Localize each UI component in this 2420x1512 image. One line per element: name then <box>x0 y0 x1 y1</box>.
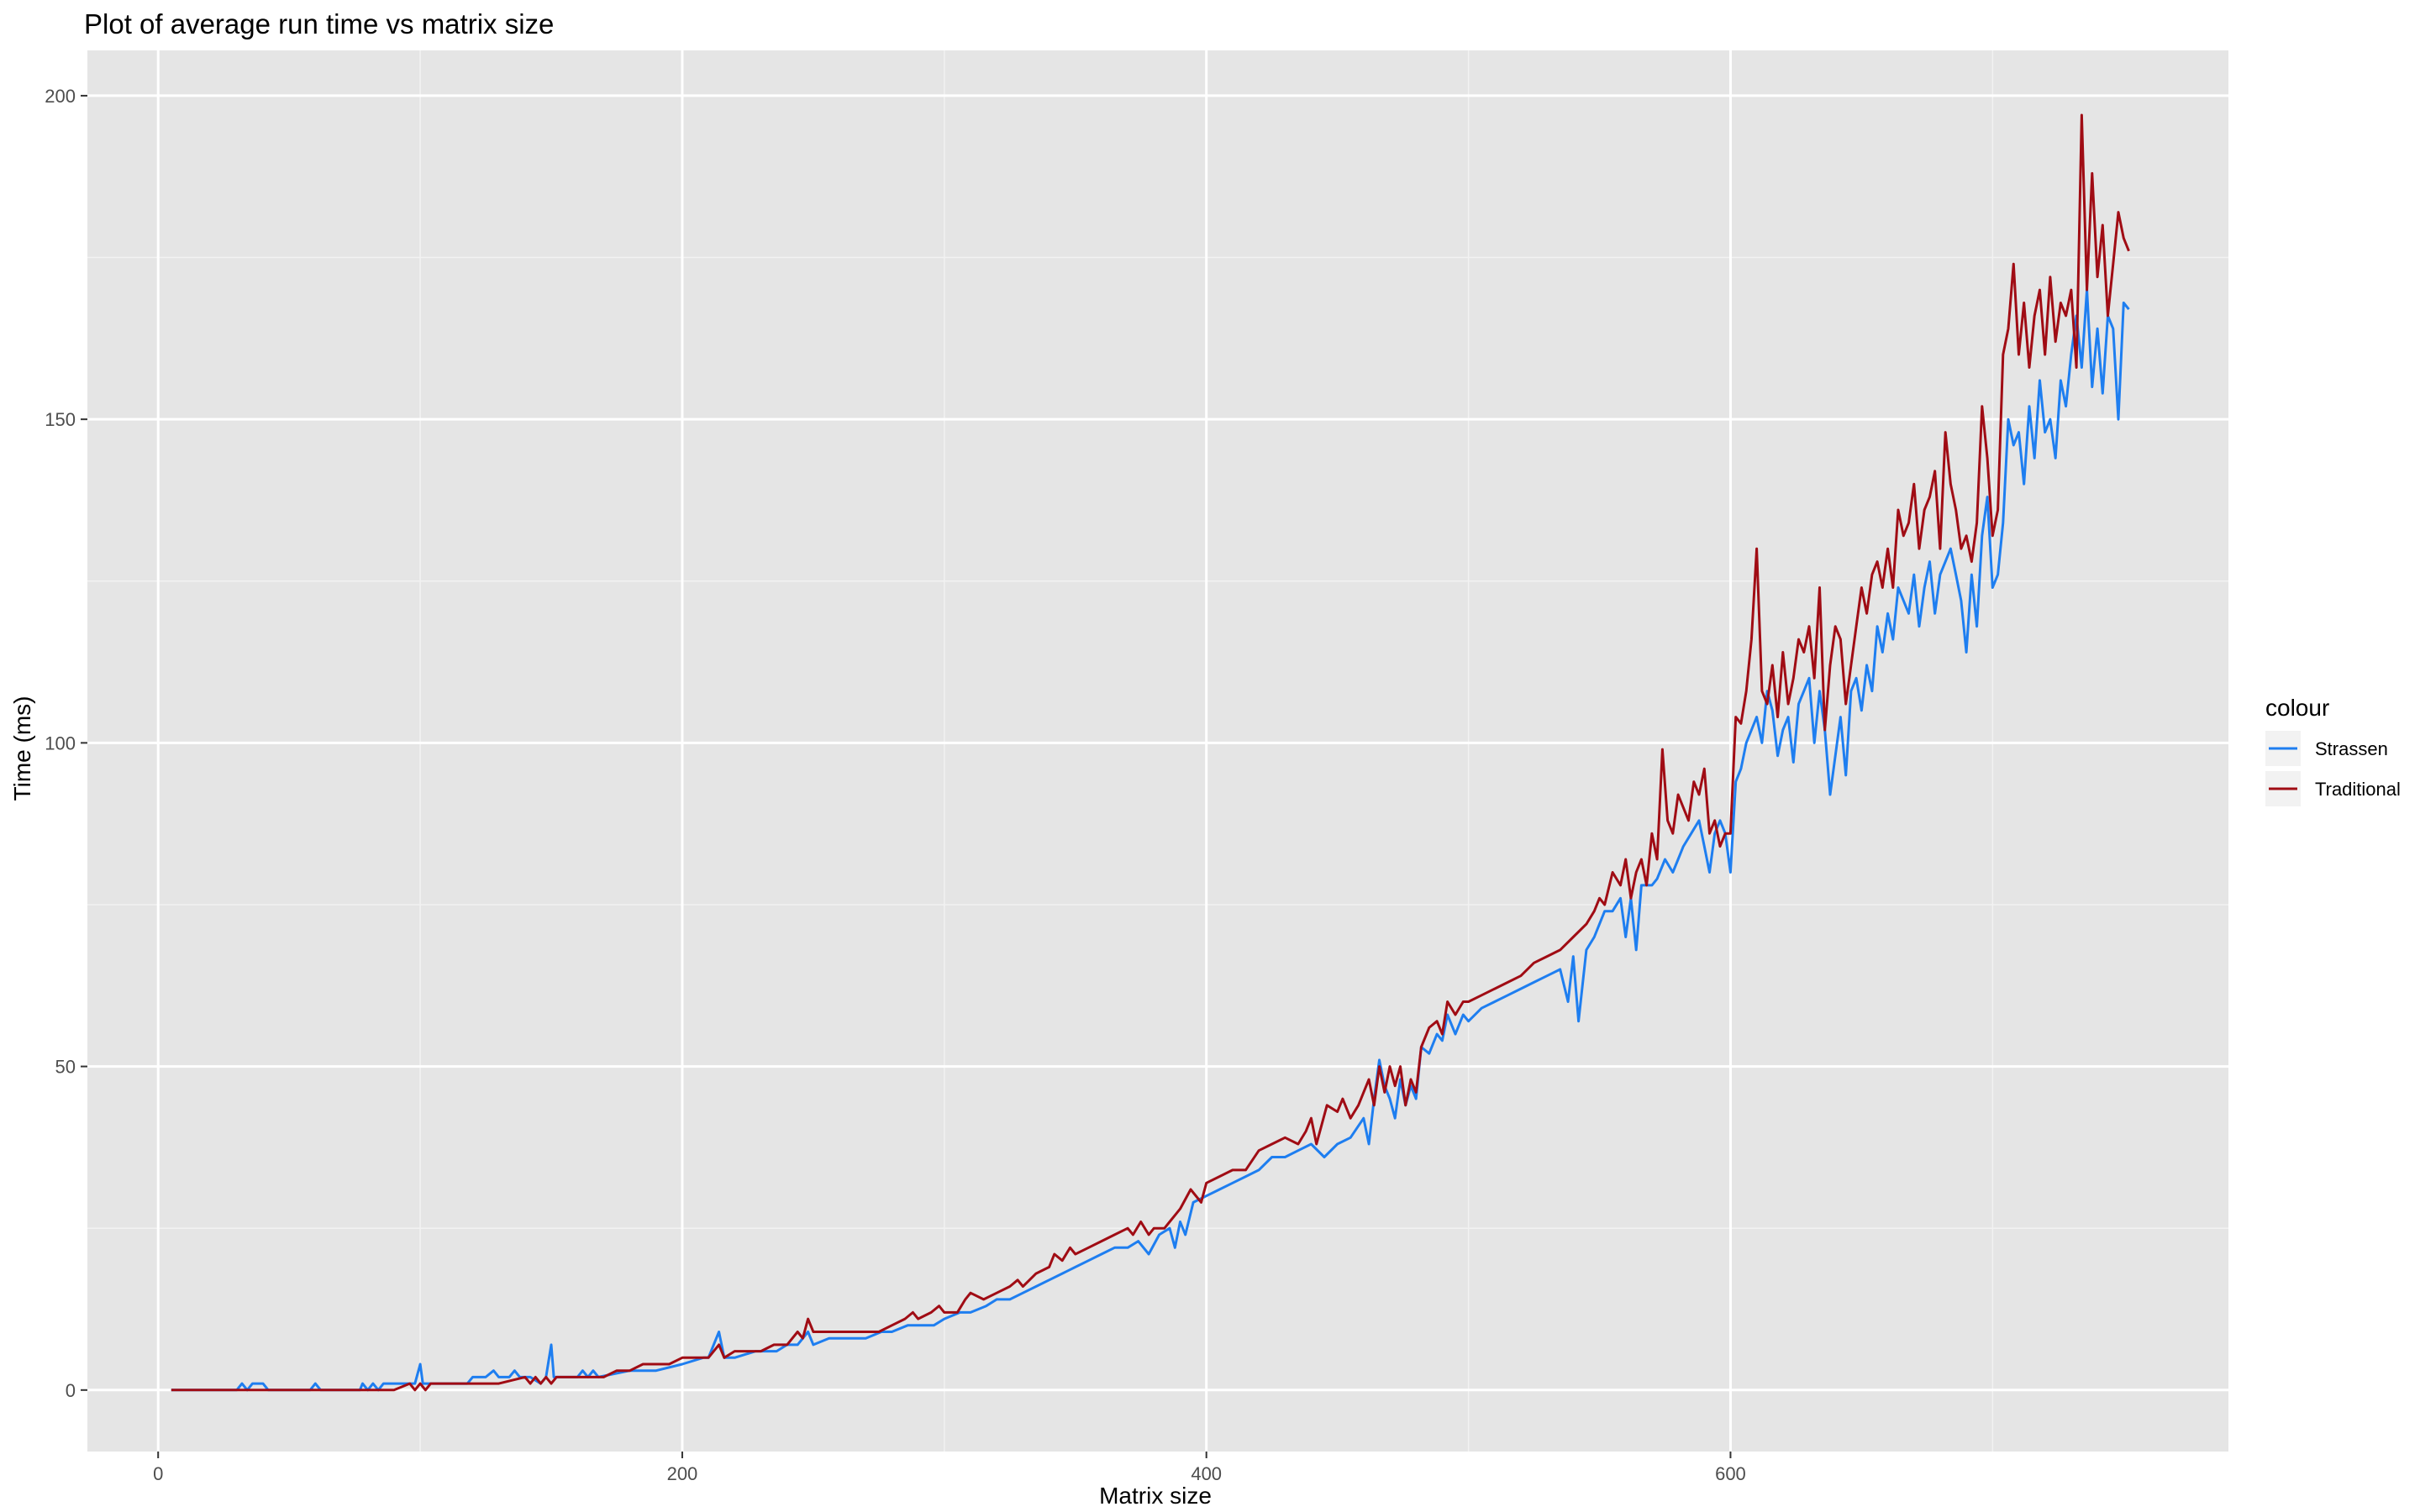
x-tick-label: 400 <box>1191 1463 1222 1484</box>
y-tick-label: 0 <box>66 1380 76 1401</box>
y-axis: 0 50 100 150 200 <box>45 86 87 1401</box>
chart-title: Plot of average run time vs matrix size <box>84 8 554 39</box>
y-tick-label: 50 <box>55 1057 76 1078</box>
x-axis-title: Matrix size <box>1099 1483 1212 1509</box>
x-tick-label: 600 <box>1715 1463 1746 1484</box>
y-tick-label: 200 <box>45 86 76 107</box>
series-line-traditional <box>171 113 2130 1392</box>
legend: colour Strassen Traditional <box>2265 695 2401 806</box>
legend-title: colour <box>2265 695 2329 721</box>
plot-panel <box>87 50 2228 1452</box>
series-lines <box>171 113 2130 1392</box>
y-axis-title: Time (ms) <box>9 696 35 801</box>
y-tick-label: 150 <box>45 409 76 430</box>
y-tick-label: 100 <box>45 732 76 753</box>
x-tick-label: 0 <box>153 1463 163 1484</box>
legend-label-strassen: Strassen <box>2315 738 2388 759</box>
x-tick-label: 200 <box>667 1463 698 1484</box>
major-gridlines <box>87 50 2228 1452</box>
legend-label-traditional: Traditional <box>2315 779 2401 800</box>
x-axis: 0 200 400 600 <box>153 1452 1746 1484</box>
